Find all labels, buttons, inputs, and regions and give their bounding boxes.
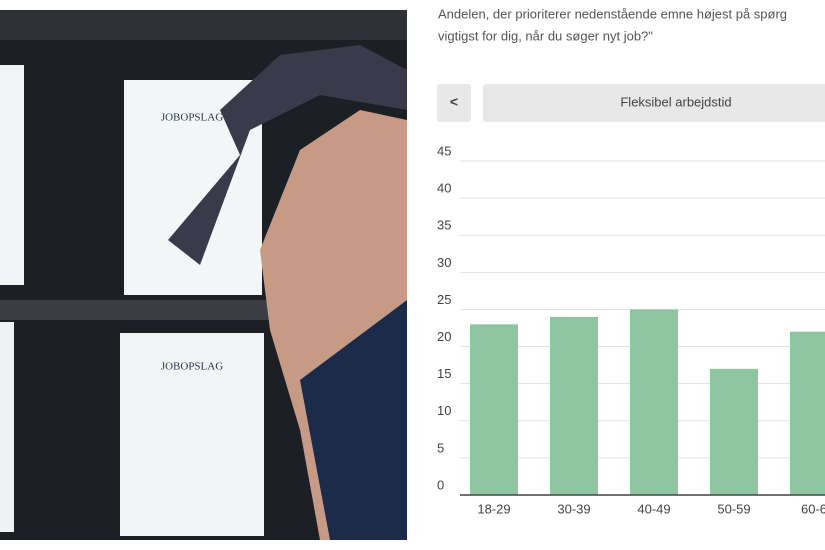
y-tick-label: 30 — [437, 255, 451, 270]
chart-title: Andelen, der prioriterer nedenstående em… — [438, 6, 787, 21]
paper — [0, 65, 24, 285]
window-frame — [0, 10, 407, 40]
x-tick-label: 50-59 — [717, 501, 750, 516]
y-tick-label: 20 — [437, 329, 451, 344]
bar — [790, 331, 825, 495]
category-selector-label[interactable]: Fleksibel arbejdstid — [620, 94, 731, 109]
y-tick-label: 0 — [437, 477, 444, 492]
back-button-label[interactable]: < — [450, 94, 458, 110]
bar — [630, 309, 678, 495]
y-tick-label: 45 — [437, 143, 451, 158]
category-selector[interactable] — [483, 84, 825, 122]
person-jacket — [300, 300, 407, 540]
y-tick-label: 25 — [437, 292, 451, 307]
x-tick-label: 18-29 — [477, 501, 510, 516]
y-tick-label: 5 — [437, 440, 444, 455]
y-tick-label: 40 — [437, 181, 451, 196]
person-cap — [168, 45, 407, 265]
x-tick-label: 60-6 — [801, 501, 825, 516]
y-tick-label: 10 — [437, 403, 451, 418]
sign-text: JOBOPSLAG — [161, 361, 223, 373]
paper — [0, 322, 14, 532]
back-button[interactable] — [437, 84, 471, 122]
photo: JOBOPSLAG JOBOPSLAG — [0, 10, 407, 540]
x-tick-label: 40-49 — [637, 501, 670, 516]
bar — [550, 316, 598, 495]
bar — [470, 324, 518, 495]
y-tick-label: 35 — [437, 218, 451, 233]
y-tick-label: 15 — [437, 366, 451, 381]
sign-text: JOBOPSLAG — [161, 112, 223, 124]
paper — [120, 333, 264, 536]
x-tick-label: 30-39 — [557, 501, 590, 516]
bar — [710, 368, 758, 495]
chart-title: vigtigst for dig, når du søger nyt job?" — [438, 28, 653, 43]
